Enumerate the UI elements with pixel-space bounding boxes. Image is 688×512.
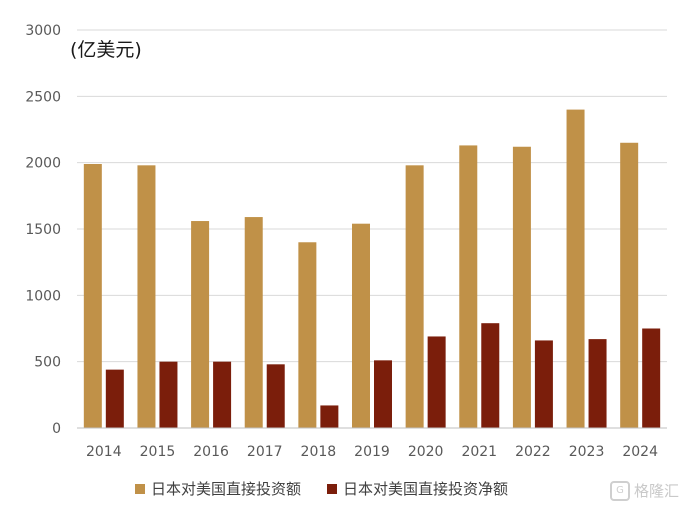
bar-net [427,336,446,428]
bar-net [105,369,124,428]
bar-net [374,360,392,428]
bar-total [405,165,424,428]
x-tick-label: 2016 [193,444,229,460]
x-tick-label: 2018 [301,444,337,460]
y-axis-ticks: 0 500 1000 1500 2000 2500 3000 [25,23,61,437]
bar-total [244,217,263,428]
bar-total [137,165,156,428]
legend-label-net: 日本对美国直接投资净额 [343,480,509,498]
bar-net [159,361,178,428]
y-tick-label: 2500 [25,89,61,105]
bar-total [298,242,317,428]
x-axis-ticks: 2014 2015 2016 2017 2018 2019 2020 2021 2022 2023… [86,444,658,460]
bar-total [352,223,370,428]
bar-net [642,328,661,428]
x-tick-label: 2019 [354,444,390,460]
legend: 日本对美国直接投资额 日本对美国直接投资净额 [135,478,534,499]
y-tick-label: 0 [52,421,61,437]
x-tick-label: 2024 [622,444,658,460]
bar-net [481,323,500,428]
bar-total [459,145,478,429]
y-tick-label: 1500 [25,222,61,238]
x-tick-label: 2015 [140,444,176,460]
x-tick-label: 2023 [569,444,605,460]
x-tick-label: 2017 [247,444,283,460]
legend-swatch-net [327,483,338,494]
bar-total [83,163,102,428]
x-tick-label: 2014 [86,444,122,460]
y-tick-label: 2000 [25,156,61,172]
bar-net [534,340,553,428]
x-tick-label: 2020 [408,444,444,460]
x-tick-label: 2021 [461,444,497,460]
x-tick-label: 2022 [515,444,551,460]
bar-net [266,364,285,428]
unit-label: (亿美元) [70,39,142,61]
bar-total [566,109,585,428]
bars [83,109,661,429]
y-tick-label: 500 [34,355,61,371]
legend-label-total: 日本对美国直接投资额 [151,480,302,498]
y-tick-label: 3000 [25,23,61,39]
bar-total [512,146,531,428]
bar-net [213,361,232,428]
watermark-logo-icon: G [610,480,630,501]
watermark: G 格隆汇 [610,480,679,501]
bar-net [320,405,339,428]
watermark-text: 格隆汇 [634,482,680,500]
y-tick-label: 1000 [25,288,61,304]
bar-total [191,221,210,428]
legend-item-total: 日本对美国直接投资额 [135,478,301,499]
bar-total [620,142,639,428]
bar-net [588,339,607,428]
legend-item-net: 日本对美国直接投资净额 [327,478,508,499]
legend-swatch-total [135,483,145,494]
